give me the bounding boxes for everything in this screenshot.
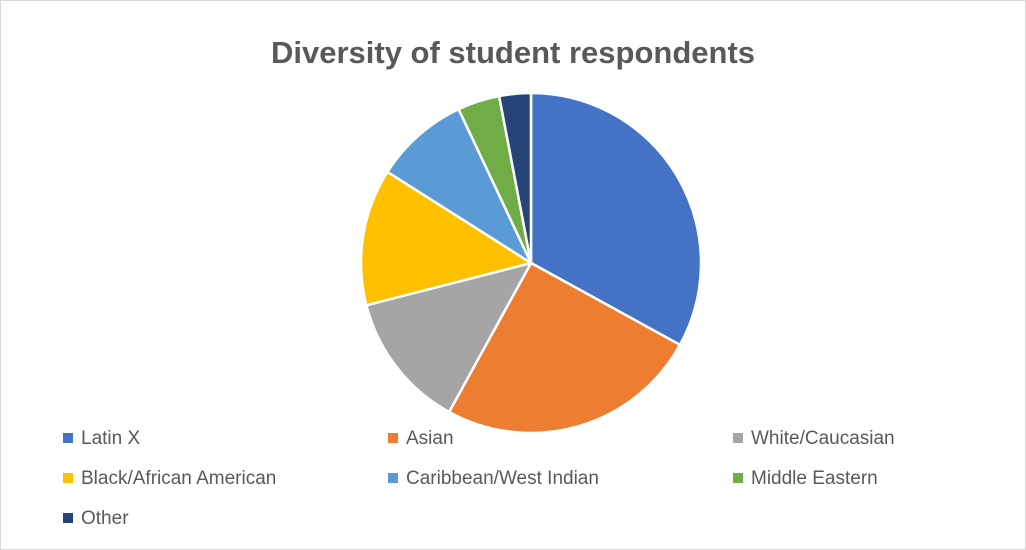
legend-label: Asian: [406, 428, 454, 449]
legend-item-asian: Asian: [388, 428, 454, 450]
legend-swatch-asian: [388, 433, 398, 443]
pie-slice-white-caucasian: [365, 261, 533, 414]
legend-swatch-middle-eastern: [733, 473, 743, 483]
legend-swatch-white-caucasian: [733, 433, 743, 443]
legend-swatch-other: [63, 513, 73, 523]
pie-slice-latin-x: [529, 91, 703, 347]
legend-label: White/Caucasian: [751, 428, 895, 449]
legend-label: Other: [81, 508, 129, 529]
legend-swatch-black-african-american: [63, 473, 73, 483]
legend-item-latin-x: Latin X: [63, 428, 140, 450]
pie-slice-black-african-american: [359, 170, 533, 307]
chart-title: Diversity of student respondents: [270, 35, 756, 70]
legend-item-white-caucasian: White/Caucasian: [733, 428, 895, 450]
legend-swatch-latin-x: [63, 433, 73, 443]
legend-item-caribbean-west-indian: Caribbean/West Indian: [388, 468, 599, 490]
legend-item-black-african-american: Black/African American: [63, 468, 276, 490]
legend-item-middle-eastern: Middle Eastern: [733, 468, 878, 490]
legend-swatch-caribbean-west-indian: [388, 473, 398, 483]
legend-label: Latin X: [81, 428, 141, 449]
legend-label: Middle Eastern: [751, 468, 878, 489]
legend-label: Caribbean/West Indian: [406, 468, 599, 489]
legend-item-other: Other: [63, 508, 129, 530]
pie-slice-caribbean-west-indian: [386, 107, 533, 265]
pie-slice-other: [497, 91, 533, 265]
legend-label: Black/African American: [81, 468, 277, 489]
pie-slice-asian: [447, 261, 682, 435]
